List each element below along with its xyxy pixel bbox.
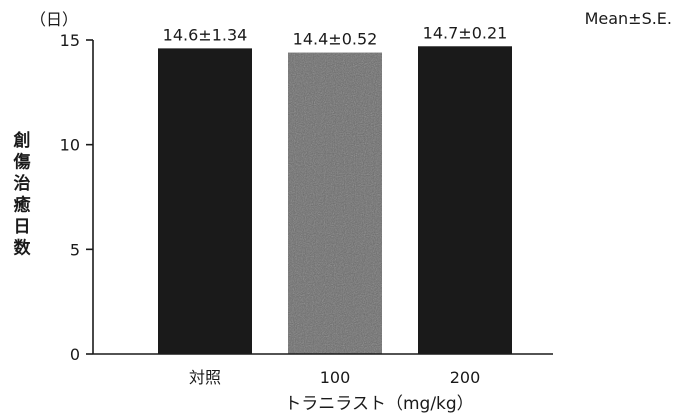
y-axis-title-char: 治 bbox=[14, 173, 31, 194]
x-tick-label-1: 対照 bbox=[189, 368, 221, 387]
bars bbox=[158, 46, 512, 355]
y-tick-label-5: 5 bbox=[70, 240, 80, 259]
stat-note: Mean±S.E. bbox=[585, 9, 672, 28]
data-label-2: 14.4±0.52 bbox=[293, 30, 378, 49]
y-ticks: 0 5 10 15 bbox=[60, 31, 93, 364]
y-axis-title-char: 癒 bbox=[14, 195, 31, 216]
y-axis-title-char: 創 bbox=[13, 130, 31, 151]
y-tick-label-15: 15 bbox=[60, 31, 80, 50]
y-axis-unit: （日） bbox=[30, 10, 78, 29]
x-tick-labels: 対照 100 200 bbox=[189, 368, 480, 387]
bar-1 bbox=[158, 48, 252, 355]
y-axis-title-char: 数 bbox=[14, 238, 32, 259]
bar-2 bbox=[288, 52, 382, 355]
data-label-3: 14.7±0.21 bbox=[423, 23, 508, 42]
data-label-1: 14.6±1.34 bbox=[163, 25, 248, 44]
bar-3 bbox=[418, 46, 512, 354]
x-tick-label-3: 200 bbox=[450, 368, 481, 387]
y-tick-label-0: 0 bbox=[70, 345, 80, 364]
y-tick-label-10: 10 bbox=[60, 136, 80, 155]
y-axis-title-char: 傷 bbox=[13, 152, 31, 173]
x-tick-label-2: 100 bbox=[320, 368, 351, 387]
data-labels: 14.6±1.34 14.4±0.52 14.7±0.21 bbox=[163, 23, 508, 48]
axes bbox=[92, 40, 553, 355]
y-axis-title-char: 日 bbox=[14, 217, 31, 237]
x-axis-title: トラニラスト（mg/kg） bbox=[284, 394, 473, 414]
